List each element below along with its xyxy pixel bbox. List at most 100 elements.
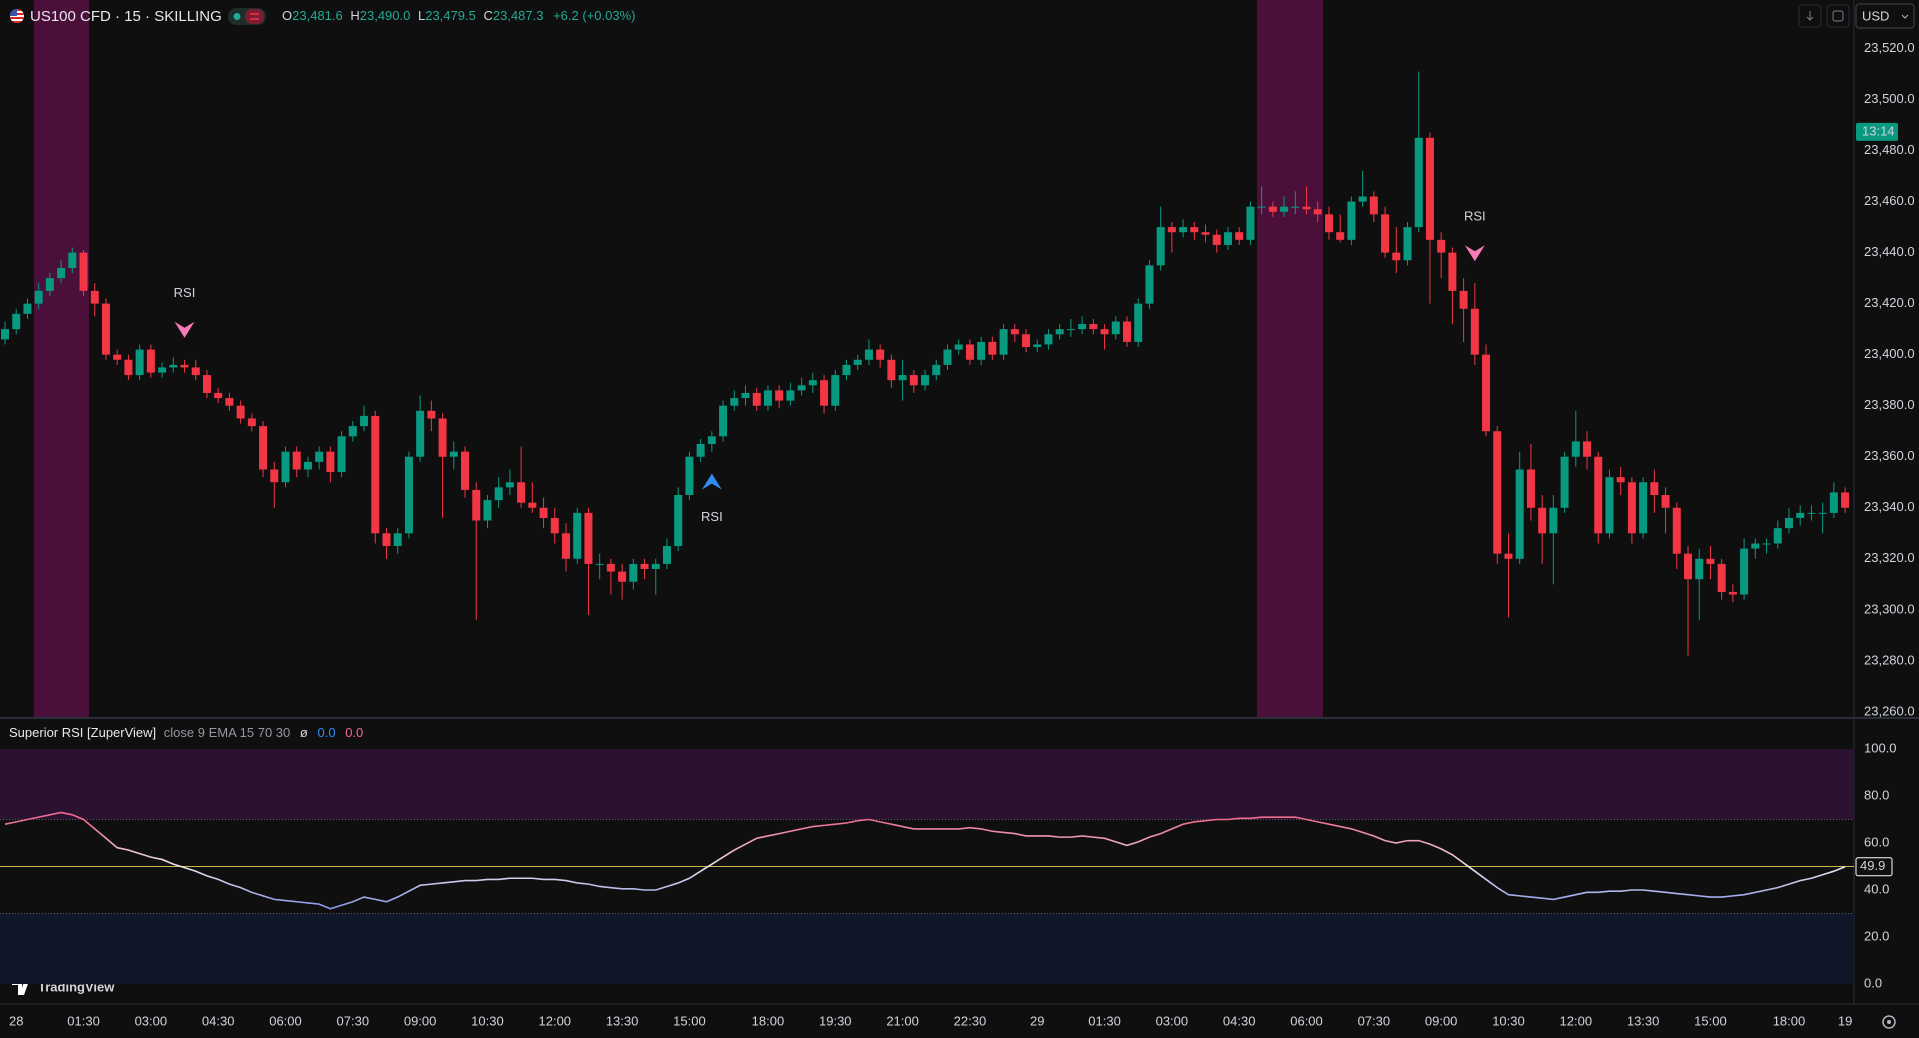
candle-body <box>371 415 380 534</box>
candle-body <box>842 364 851 376</box>
candle-body <box>461 451 470 490</box>
candle-body <box>259 426 268 470</box>
fullscreen-icon <box>1832 10 1844 22</box>
candle-body <box>1347 201 1356 240</box>
candle-body <box>808 380 817 386</box>
candle-body <box>292 451 301 470</box>
time-tick-label: 04:30 <box>1223 1013 1256 1028</box>
candle-body <box>943 349 952 365</box>
candle-body <box>1403 227 1412 261</box>
settings-button[interactable] <box>1882 1015 1896 1029</box>
price-tick-label: 23,340.0 <box>1864 499 1915 514</box>
candle-body <box>1100 329 1109 335</box>
price-tick-label: 23,480.0 <box>1864 142 1915 157</box>
candle-body <box>999 329 1008 355</box>
indicator-value: 0.0 <box>317 725 335 740</box>
candle-body <box>1549 507 1558 534</box>
time-tick-label: 06:00 <box>269 1013 302 1028</box>
candle-body <box>1190 227 1199 233</box>
candle-body <box>169 364 178 368</box>
countdown-tag <box>1856 122 1898 141</box>
change: +6.2 (+0.03%) <box>553 8 635 23</box>
time-tick-label: 01:30 <box>1088 1013 1121 1028</box>
candle-body <box>1740 548 1749 595</box>
candle-body <box>303 461 312 470</box>
candle-body <box>864 349 873 360</box>
candle-body <box>775 390 784 401</box>
oversold-band <box>0 913 1854 984</box>
candle-body <box>449 451 458 457</box>
candle-body <box>1773 528 1782 544</box>
settings-icon[interactable] <box>1882 1015 1896 1029</box>
price-tick-label: 23,360.0 <box>1864 448 1915 463</box>
ohlc-key: H <box>350 8 359 23</box>
download-icon <box>1806 11 1814 21</box>
time-tick-label: 12:00 <box>1560 1013 1593 1028</box>
candle-body <box>1369 196 1378 215</box>
candle-body <box>618 571 627 582</box>
currency[interactable]: USD <box>1862 8 1889 23</box>
download-button[interactable] <box>1798 4 1822 28</box>
time-tick-label: 18:00 <box>752 1013 785 1028</box>
candle-body <box>1381 214 1390 253</box>
signal-arrow <box>701 473 722 490</box>
candle-body <box>562 533 570 559</box>
ohlc-key: C <box>483 8 492 23</box>
candle-body <box>1583 441 1592 457</box>
time-tick-label: 09:00 <box>404 1013 437 1028</box>
candle-body <box>1425 137 1434 240</box>
candle-body <box>113 354 122 360</box>
symbol[interactable]: US100 CFD · 15 · SKILLING <box>30 8 222 25</box>
candle-body <box>573 512 582 559</box>
candle-body <box>1033 344 1042 348</box>
ohlc-value: 23,490.0 <box>360 8 411 23</box>
candle-body <box>393 533 402 547</box>
candle-body <box>79 252 88 291</box>
candle-body <box>348 426 357 437</box>
status-dot <box>233 13 241 20</box>
candle-body <box>101 303 110 355</box>
candle-body <box>1179 227 1188 233</box>
candle-body <box>124 359 133 376</box>
signal-arrow <box>174 321 195 338</box>
time-tick-label: 29 <box>1030 1013 1044 1028</box>
candle-body <box>505 482 514 488</box>
fullscreen-button[interactable] <box>1826 4 1850 28</box>
time-tick-label: 10:30 <box>471 1013 504 1028</box>
candle-body <box>427 410 436 419</box>
candle-body <box>651 563 660 570</box>
rsi-tick-label: 0.0 <box>1864 975 1882 990</box>
price-tick-label: 23,320.0 <box>1864 550 1915 565</box>
candle-body <box>360 415 369 427</box>
candle-body <box>1818 512 1827 514</box>
indicator-title: Superior RSI [ZuperView] <box>9 725 156 740</box>
candle-body <box>1639 482 1648 534</box>
indicator-value: 0.0 <box>345 725 363 740</box>
candle-body <box>584 512 593 564</box>
currency-button[interactable] <box>1855 3 1915 29</box>
rsi-value-label: 49.9 <box>1860 858 1885 873</box>
candle-body <box>1156 227 1165 266</box>
candle-body <box>1627 482 1636 534</box>
candle-body <box>1515 469 1524 559</box>
candle-body <box>1336 232 1345 240</box>
candle-body <box>1571 441 1580 457</box>
candle-body <box>1145 265 1154 304</box>
candle-body <box>404 456 413 534</box>
candle-body <box>977 341 986 360</box>
time-tick-label: 22:30 <box>954 1013 987 1028</box>
indicator-status-symbol: ø <box>300 725 308 740</box>
candle-body <box>158 367 167 373</box>
candle-body <box>270 469 279 483</box>
candle-body <box>640 563 649 570</box>
candle-body <box>1437 239 1446 253</box>
candle-body <box>1493 431 1502 554</box>
rsi-tick-label: 80.0 <box>1864 787 1889 802</box>
candle-body <box>1594 456 1603 534</box>
candle-body <box>820 380 829 406</box>
price-tick-label: 23,400.0 <box>1864 346 1915 361</box>
candle-body <box>1762 543 1771 545</box>
countdown-label: 13:14 <box>1862 123 1895 138</box>
candle-body <box>1280 206 1289 212</box>
